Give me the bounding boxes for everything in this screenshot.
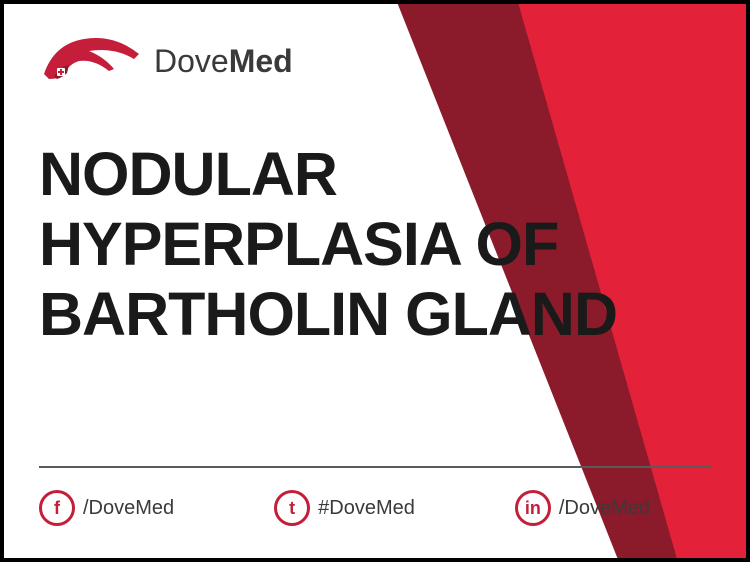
page-title: NODULAR HYPERPLASIA OF BARTHOLIN GLAND [39, 139, 617, 349]
linkedin-icon: in [515, 490, 551, 526]
facebook-glyph: f [54, 498, 60, 519]
card-container: DoveMed NODULAR HYPERPLASIA OF BARTHOLIN… [0, 0, 750, 562]
social-twitter[interactable]: t #DoveMed [274, 490, 415, 526]
twitter-glyph: t [289, 498, 295, 519]
horizontal-divider [39, 466, 711, 468]
title-line-3: BARTHOLIN GLAND [39, 279, 617, 349]
linkedin-label: /DoveMed [559, 497, 650, 520]
twitter-label: #DoveMed [318, 497, 415, 520]
dove-logo-icon [39, 29, 144, 94]
social-links-row: f /DoveMed t #DoveMed in /DoveMed [39, 490, 650, 526]
facebook-icon: f [39, 490, 75, 526]
logo: DoveMed [39, 29, 293, 94]
twitter-icon: t [274, 490, 310, 526]
logo-suffix: Med [229, 43, 293, 79]
title-line-1: NODULAR [39, 139, 617, 209]
facebook-label: /DoveMed [83, 497, 174, 520]
logo-text: DoveMed [154, 43, 293, 80]
linkedin-glyph: in [525, 498, 541, 519]
title-line-2: HYPERPLASIA OF [39, 209, 617, 279]
logo-prefix: Dove [154, 43, 229, 79]
social-linkedin[interactable]: in /DoveMed [515, 490, 650, 526]
social-facebook[interactable]: f /DoveMed [39, 490, 174, 526]
